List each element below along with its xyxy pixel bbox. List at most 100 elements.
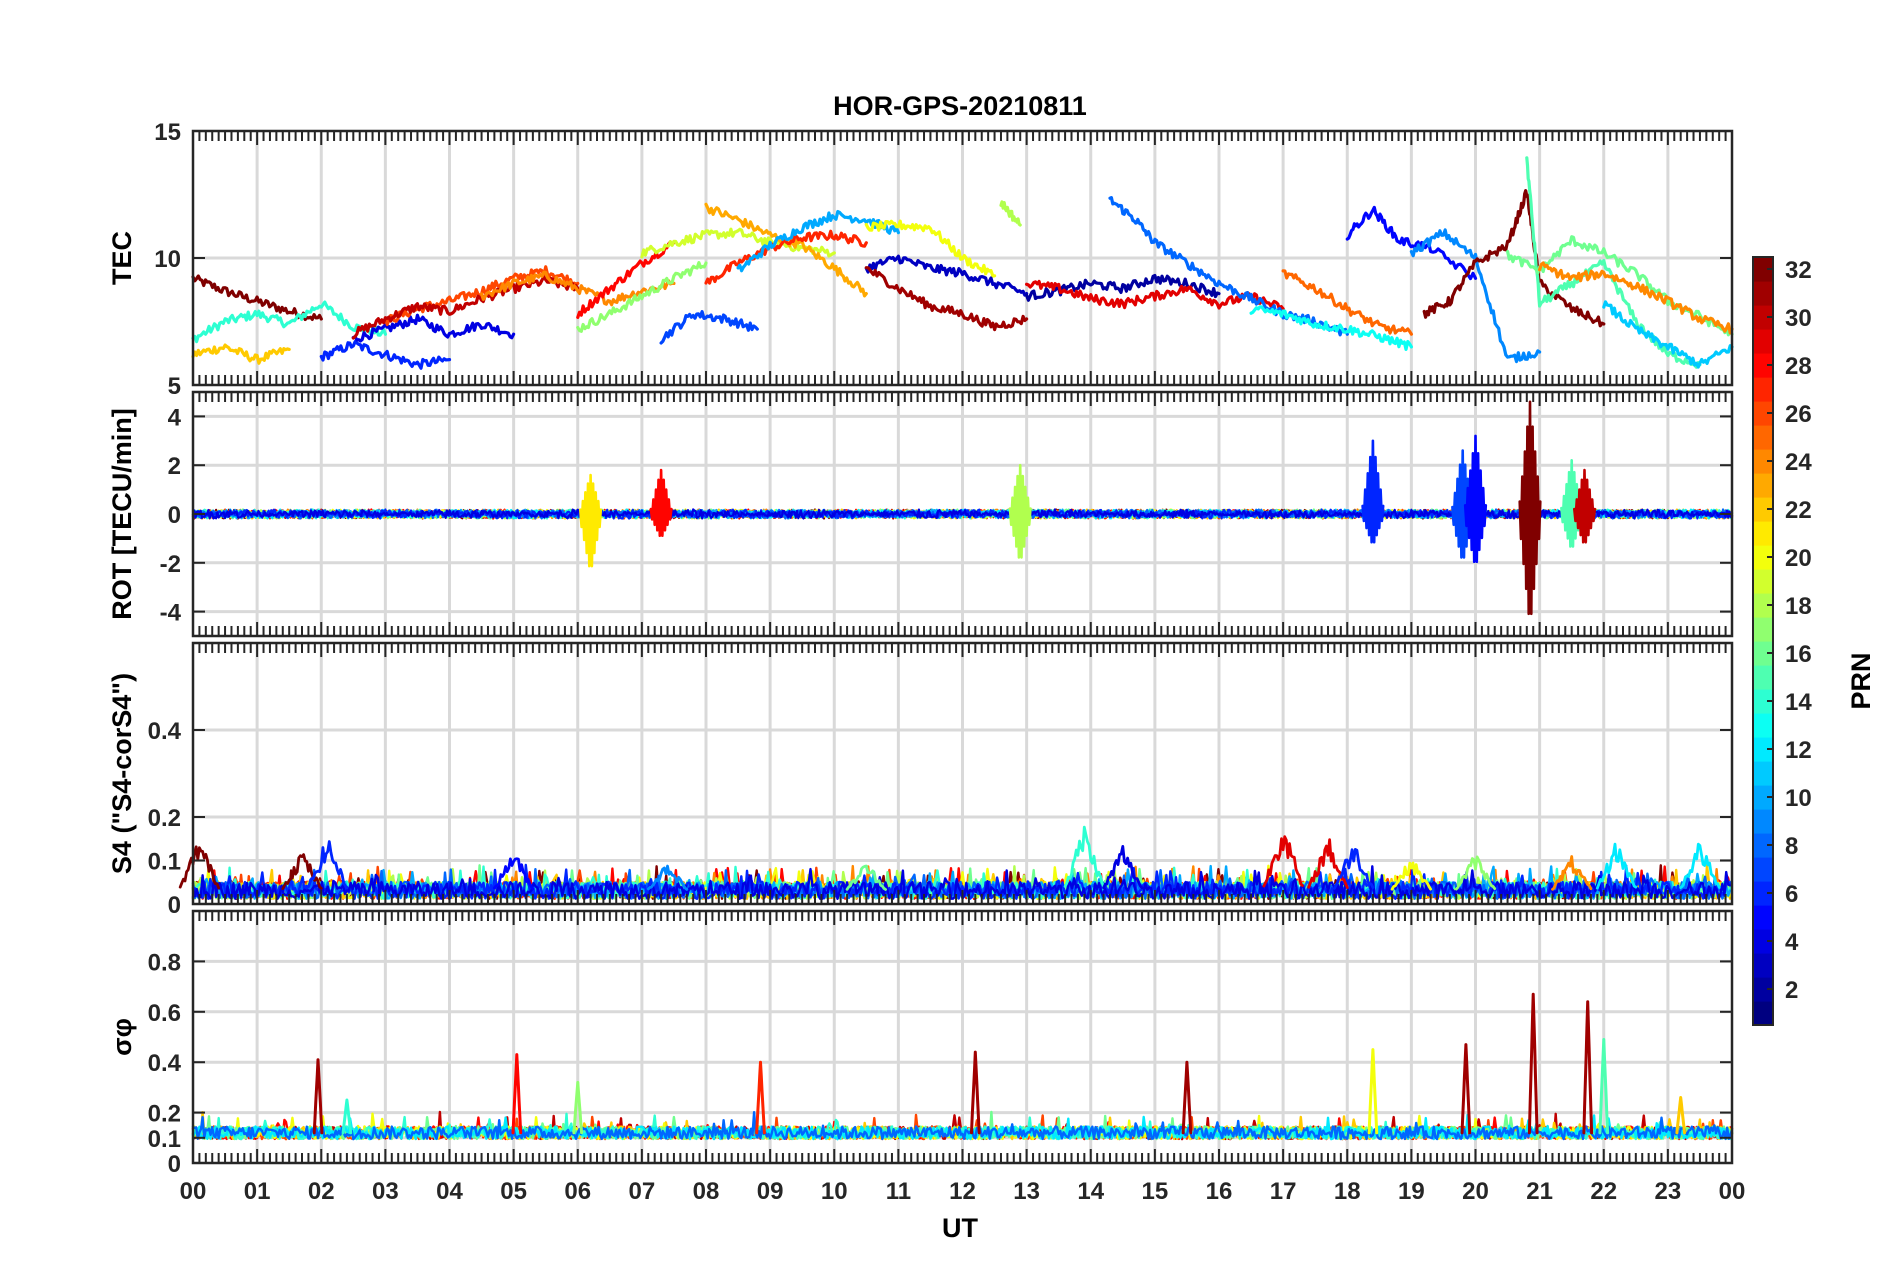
burst-prn-14	[1063, 825, 1105, 889]
x-tick-label: 05	[500, 1178, 527, 1205]
y-axis-label: TEC	[107, 231, 137, 285]
y-tick-label: 4	[168, 404, 182, 431]
spike-prn-22	[1675, 1096, 1686, 1135]
y-axis: 00.10.2 0.4 0.6 0.8	[148, 949, 1732, 1178]
series-line-prn-27	[704, 229, 868, 285]
x-tick-label: 21	[1526, 1178, 1553, 1205]
y-tick-label: 0	[168, 502, 181, 529]
series-line-prn-13	[1249, 305, 1414, 351]
burst-prn-20	[1390, 861, 1432, 891]
spike-prn-31	[1527, 992, 1539, 1135]
spike-prn-20	[1367, 1048, 1379, 1135]
colorbar-tick-label: 14	[1785, 689, 1812, 716]
colorbar-segment	[1753, 641, 1773, 666]
x-tick-label: 16	[1206, 1178, 1233, 1205]
burst-prn-6	[1333, 848, 1375, 890]
colorbar-tick-label: 18	[1785, 593, 1812, 620]
colorbar-segment	[1753, 305, 1773, 330]
chart-title: HOR-GPS-20210811	[833, 91, 1087, 121]
spike-prn-31	[312, 1058, 324, 1135]
series-line-prn-28	[576, 240, 676, 319]
burst-prn-5	[492, 857, 535, 891]
colorbar-segment	[1753, 1001, 1773, 1026]
colorbar-segment	[1753, 929, 1773, 954]
y-tick-label: 0.4	[148, 1050, 182, 1077]
colorbar-segment	[1753, 569, 1773, 594]
series-line-prn-7	[659, 310, 759, 345]
x-tick-label: 09	[757, 1178, 784, 1205]
series-line-prn-3	[864, 254, 1029, 297]
colorbar-segment	[1753, 593, 1773, 618]
colorbar-segment	[1753, 761, 1773, 786]
series-line-prn-18	[999, 200, 1022, 227]
x-minor-ticks	[192, 131, 1733, 385]
x-tick-label: 10	[821, 1178, 848, 1205]
x-minor-ticks	[192, 392, 1733, 636]
colorbar-segment	[1753, 905, 1773, 930]
series-line-prn-5	[1345, 205, 1478, 281]
colorbar-segment	[1753, 353, 1773, 378]
colorbar-segment	[1753, 617, 1773, 642]
x-tick-label: 06	[564, 1178, 591, 1205]
colorbar-segment	[1753, 329, 1773, 354]
x-tick-label: 01	[244, 1178, 271, 1205]
series-line-prn-25	[1281, 269, 1414, 336]
spike-prn-18	[1008, 463, 1032, 559]
series-line-prn-32	[1422, 189, 1606, 328]
y-tick-label: 10	[154, 246, 181, 273]
series-line-prn-24	[480, 270, 676, 307]
colorbar-tick-label: 16	[1785, 641, 1812, 668]
colorbar-segment	[1753, 521, 1773, 546]
panel-tec: 5 10 15 TEC	[107, 119, 1734, 400]
colorbar-frame	[1752, 256, 1774, 1026]
colorbar-segment	[1753, 833, 1773, 858]
colorbar-segment	[1753, 977, 1773, 1002]
spike-prn-6	[1361, 439, 1385, 544]
spike-prn-28	[649, 468, 673, 538]
series-line-prn-22	[191, 343, 291, 365]
x-tick-label: 18	[1334, 1178, 1361, 1205]
x-tick-label: 14	[1077, 1178, 1104, 1205]
x-tick-label: 17	[1270, 1178, 1297, 1205]
x-tick-label: 00	[1719, 1178, 1746, 1205]
series-line-prn-16	[1505, 235, 1734, 337]
colorbar-segment	[1753, 809, 1773, 834]
y-tick-label: 5	[168, 373, 181, 400]
y-tick-label: -2	[160, 551, 181, 578]
spike-prn-17	[572, 1080, 584, 1135]
colorbar-segment	[1753, 713, 1773, 738]
y-tick-label: 0.2	[148, 805, 181, 832]
burst-prn-29	[1262, 835, 1304, 888]
colorbar-segment	[1753, 497, 1773, 522]
burst-prn-12	[1679, 842, 1721, 889]
y-axis-label: ROT [TECU/min]	[107, 408, 137, 619]
colorbar-tick-label: 22	[1785, 497, 1812, 524]
series-group	[191, 992, 1734, 1141]
series-line-prn-8	[191, 1110, 1734, 1141]
colorbar-tick-label: 26	[1785, 401, 1812, 428]
x-tick-label: 13	[1013, 1178, 1040, 1205]
panel-s4: 0 0.1 0.2 0.4 S4 ("S4-corS4")	[107, 641, 1734, 919]
colorbar-segment	[1753, 401, 1773, 426]
colorbar-label: PRN	[1846, 652, 1876, 709]
spike-prn-32	[1518, 400, 1542, 616]
colorbar-tick-label: 8	[1785, 833, 1798, 860]
x-tick-label: 08	[693, 1178, 720, 1205]
colorbar-segment	[1753, 281, 1773, 306]
series-line-prn-15	[1525, 156, 1702, 369]
series-line-prn-8	[1108, 196, 1349, 337]
y-tick-label: 0.8	[148, 949, 181, 976]
x-minor-ticks	[192, 911, 1733, 1163]
spike-prn-15	[1598, 1038, 1610, 1135]
spike-prn-31	[970, 1050, 981, 1135]
spike-prn-30	[1573, 468, 1597, 544]
colorbar-segment	[1753, 377, 1773, 402]
y-axis: 5 10 15	[154, 119, 1732, 400]
burst-prn-4	[1102, 845, 1144, 890]
y-axis-label: S4 ("S4-corS4")	[107, 673, 137, 874]
burst-prn-12	[1595, 842, 1638, 890]
x-tick-label: 12	[949, 1178, 976, 1205]
burst-prn-24	[1551, 855, 1593, 891]
